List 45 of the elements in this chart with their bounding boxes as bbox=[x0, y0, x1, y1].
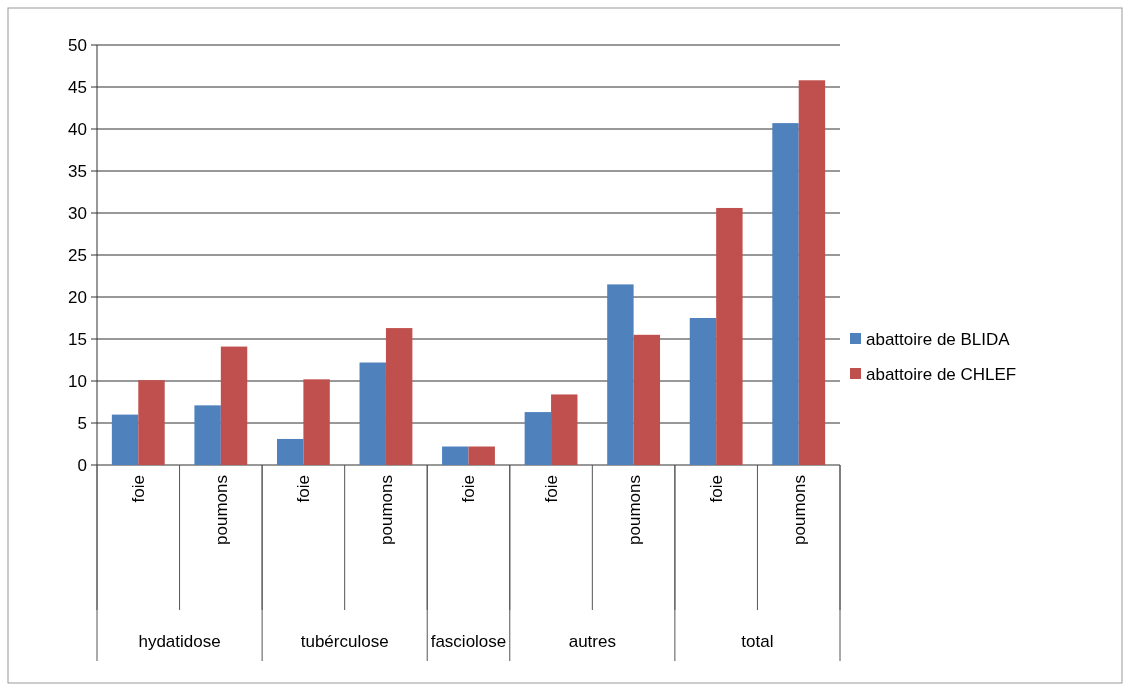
bar bbox=[551, 394, 578, 465]
bar bbox=[138, 380, 165, 465]
x-tick-label: poumons bbox=[624, 475, 644, 545]
x-tick-label: foie bbox=[459, 475, 479, 503]
x-tick-label: foie bbox=[707, 475, 727, 503]
bar bbox=[633, 334, 661, 465]
text: total bbox=[741, 632, 774, 651]
text: tubérculose bbox=[300, 632, 389, 651]
bar bbox=[442, 446, 469, 465]
y-tick-label: 0 bbox=[77, 455, 87, 475]
bar bbox=[385, 328, 413, 465]
bar bbox=[607, 284, 634, 465]
bar bbox=[359, 362, 386, 465]
y-tick-label: 50 bbox=[68, 35, 87, 55]
bar bbox=[524, 412, 552, 465]
x-tick-label: foie bbox=[294, 475, 314, 503]
bar bbox=[220, 346, 248, 465]
text: autres bbox=[568, 632, 616, 651]
y-tick-label: 5 bbox=[77, 413, 87, 433]
legend-label: abattoire de CHLEF bbox=[866, 364, 1017, 384]
legend-label: abattoire de BLIDA bbox=[866, 329, 1011, 349]
x-tick-label: foie bbox=[542, 475, 562, 503]
text: hydatidose bbox=[138, 632, 221, 651]
bar bbox=[772, 123, 799, 465]
bar bbox=[111, 414, 139, 465]
y-tick-label: 45 bbox=[68, 77, 87, 97]
y-tick-label: 20 bbox=[68, 287, 87, 307]
bar bbox=[303, 379, 330, 465]
y-tick-label: 15 bbox=[68, 329, 87, 349]
text: fasciolose bbox=[430, 632, 507, 651]
x-tick-label: poumons bbox=[376, 475, 396, 545]
y-tick-label: 40 bbox=[68, 119, 87, 139]
x-tick-label: foie bbox=[129, 475, 149, 503]
bar bbox=[276, 438, 304, 465]
x-tick-label: poumons bbox=[789, 475, 809, 545]
bar bbox=[468, 446, 495, 465]
y-tick-label: 35 bbox=[68, 161, 87, 181]
x-tick-label: poumons bbox=[211, 475, 231, 545]
bar bbox=[716, 207, 743, 465]
y-tick-label: 10 bbox=[68, 371, 87, 391]
bar bbox=[689, 318, 717, 465]
bar bbox=[194, 405, 221, 465]
y-tick-label: 30 bbox=[68, 203, 87, 223]
y-tick-label: 25 bbox=[68, 245, 87, 265]
bar bbox=[798, 80, 826, 465]
